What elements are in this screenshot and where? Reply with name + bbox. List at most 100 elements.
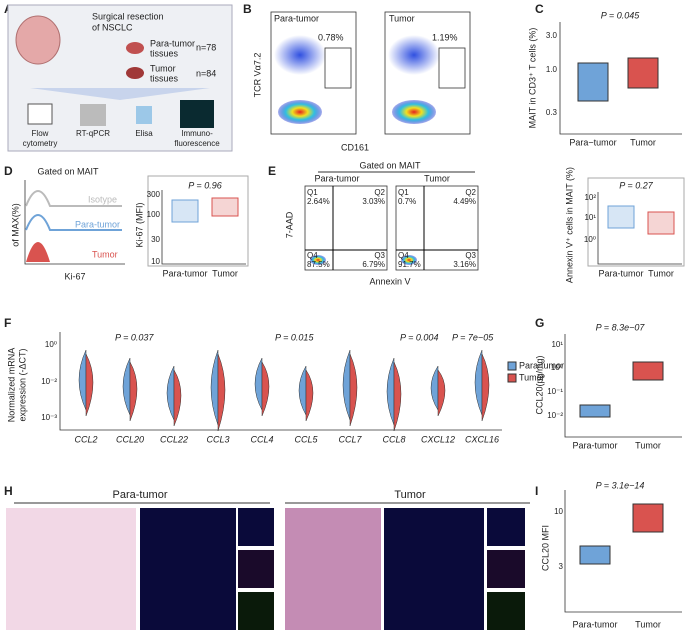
frame (147, 175, 249, 267)
label: 10⁻¹ (547, 387, 563, 396)
rect (395, 185, 479, 271)
label: 10² (584, 193, 596, 202)
label: CCL20 MFI (540, 525, 550, 571)
label: CD161 (341, 142, 369, 152)
label: 7-AAD (284, 211, 294, 238)
ellipse (310, 255, 326, 265)
label: of NSCLC (92, 22, 133, 32)
rect (384, 11, 471, 135)
label: Immuno- (181, 129, 213, 138)
label: I (535, 484, 538, 498)
he-image (6, 508, 136, 630)
axis (559, 22, 682, 135)
label: 10⁻² (41, 377, 57, 386)
label: P = 0.015 (275, 332, 314, 342)
violin-half (298, 365, 307, 416)
label: F (4, 316, 11, 330)
violin-half (305, 369, 314, 422)
label: Tumor (424, 173, 450, 183)
gene-label: CXCL16 (465, 434, 499, 444)
label: Q3 (465, 251, 476, 260)
label: Ki-67 (64, 271, 85, 281)
violin-half (254, 357, 263, 411)
label: 0.3 (546, 108, 558, 117)
label: Tumor (635, 440, 661, 450)
flow-plot (384, 11, 471, 135)
he-image (285, 508, 381, 630)
label: 10¹ (584, 213, 596, 222)
label: Elisa (135, 129, 153, 138)
label: Tumor (519, 372, 545, 382)
label: Tumor (394, 489, 426, 501)
violin-half (342, 349, 351, 421)
ellipse (278, 100, 322, 124)
label: Tumor (630, 137, 656, 147)
label: Para-tumor (572, 440, 617, 450)
ellipse (388, 35, 440, 75)
label: Tumor (92, 249, 118, 259)
label: tissues (150, 73, 179, 83)
label: Tumor (635, 619, 661, 629)
label: P = 0.27 (619, 180, 653, 190)
legend-swatch (507, 361, 517, 371)
gene-label: CCL7 (338, 434, 362, 444)
if-image (384, 508, 484, 630)
label: P = 8.3e−07 (596, 322, 646, 332)
label: P = 3.1e−14 (596, 480, 645, 490)
lung-icon (15, 15, 61, 65)
label: n=84 (196, 68, 216, 78)
if-icon (180, 100, 214, 128)
axis (597, 192, 682, 265)
label: 3.0 (546, 31, 558, 40)
violin-half (78, 349, 87, 411)
label: Q1 (398, 188, 409, 197)
box (647, 211, 675, 235)
label: Normalized mRNA (6, 348, 16, 423)
label: P = 0.004 (400, 332, 438, 342)
label: 1.19% (432, 32, 458, 42)
elisa-icon (136, 106, 152, 124)
label: Para−tumor (569, 137, 616, 147)
if-channel (238, 508, 274, 546)
label: Tumor (648, 268, 674, 278)
ellipse (401, 255, 417, 265)
violin-half (129, 361, 138, 422)
box (211, 197, 239, 217)
violin-half (349, 353, 358, 427)
label: 4.49% (453, 197, 476, 206)
histogram (25, 190, 122, 207)
rect (438, 47, 466, 89)
label: Tumor (389, 13, 415, 23)
violin-half (85, 353, 94, 417)
violin-half (386, 357, 395, 426)
label: Tumor (150, 63, 176, 73)
label: 1.0 (546, 65, 558, 74)
box (607, 205, 635, 229)
label: Surgical resection (92, 11, 164, 21)
label: Q1 (307, 188, 318, 197)
label: Para-tumor (274, 13, 319, 23)
label: CCL20(pg/mg) (534, 355, 544, 414)
label: B (243, 2, 252, 16)
if-channel (238, 550, 274, 588)
label: 6.79% (362, 260, 385, 269)
label: Gated on MAIT (359, 160, 421, 170)
label: P = 0.045 (601, 10, 640, 20)
label: 30 (151, 235, 160, 244)
label: P = 0.037 (115, 332, 154, 342)
violin-half (430, 365, 439, 411)
axis (564, 334, 682, 438)
if-channel (238, 592, 274, 630)
label: 100 (147, 210, 161, 219)
label: n=78 (196, 42, 216, 52)
label: MAIT in CD3⁺ T cells (%) (527, 28, 537, 129)
ellipse (392, 100, 436, 124)
flow-icon (27, 103, 53, 125)
label: tissues (150, 48, 179, 58)
violin-half (393, 361, 402, 432)
label: G (535, 316, 544, 330)
label: E (268, 164, 276, 178)
if-image (140, 508, 236, 630)
box (579, 404, 611, 418)
violin-half (261, 361, 270, 417)
